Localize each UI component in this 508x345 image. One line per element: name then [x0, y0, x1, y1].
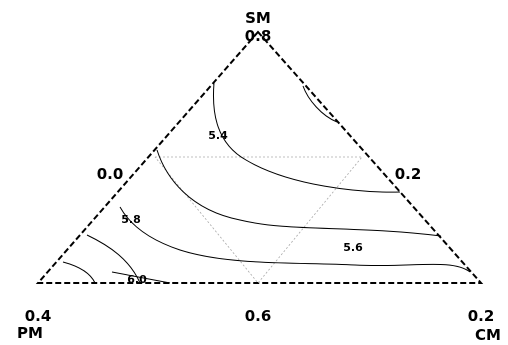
- contour-label: 5.8: [121, 213, 141, 226]
- vertex-label-cm: CM: [475, 326, 501, 340]
- contour-label: 5.6: [343, 241, 363, 254]
- contour-line: [156, 149, 442, 237]
- contour-line: [111, 271, 171, 284]
- contour-label: 6.0: [127, 273, 147, 286]
- vertex-value-pm: 0.4: [25, 307, 52, 325]
- left-edge-tick: 0.0: [97, 165, 124, 183]
- contour-line: [62, 261, 96, 284]
- contour-line: [302, 85, 338, 123]
- vertex-value-cm: 0.2: [468, 307, 495, 325]
- inner-triangle: [154, 156, 363, 284]
- right-edge-tick: 0.2: [395, 165, 422, 183]
- vertex-label-sm: SM: [245, 9, 271, 27]
- vertex-label-pm: PM: [17, 324, 43, 340]
- contour-line: [212, 82, 401, 193]
- ternary-triangle: [35, 30, 484, 284]
- bottom-edge-tick: 0.6: [245, 307, 272, 325]
- contour-label: 5.4: [208, 129, 228, 142]
- contour-line: [119, 206, 471, 273]
- vertex-value-sm: 0.8: [245, 27, 272, 45]
